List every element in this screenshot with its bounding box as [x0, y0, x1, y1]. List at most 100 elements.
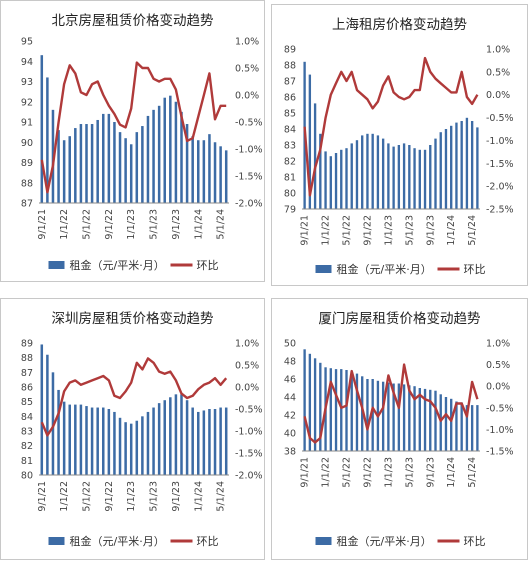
bar	[197, 140, 200, 203]
left-tick-label: 89	[21, 339, 33, 350]
bar	[102, 407, 105, 475]
right-tick-label: 1.0%	[486, 45, 510, 56]
left-tick-label: 83	[21, 427, 33, 438]
legend: 租金（元/平米·月） 环比	[315, 534, 486, 548]
right-tick-label: -1.5%	[235, 172, 263, 183]
left-tick-label: 82	[284, 157, 296, 168]
bar	[180, 111, 183, 203]
x-tick-label: 5/1/24	[467, 457, 478, 488]
bar	[74, 404, 77, 475]
right-tick-label: -1.5%	[486, 447, 514, 458]
x-tick-label: 9/1/22	[104, 209, 115, 240]
bar	[169, 397, 172, 475]
x-tick-label: 9/1/22	[104, 481, 115, 512]
bar	[319, 133, 322, 209]
bar	[169, 95, 172, 203]
left-tick-label: 79	[284, 205, 296, 216]
bar	[124, 422, 127, 475]
chart-panel-beijing: 北京房屋租赁价格变动趋势 95 94 93 92 91 90 89 88 87 1.0% 0.5% 0.…	[0, 0, 265, 282]
bar	[68, 404, 71, 475]
bar	[387, 143, 390, 209]
bar	[157, 403, 161, 475]
bar-series	[303, 61, 479, 209]
left-tick-label: 85	[284, 109, 296, 120]
bar-series	[303, 349, 479, 451]
legend: 租金（元/平米·月） 环比	[48, 258, 219, 272]
bar	[208, 409, 211, 475]
bar	[476, 405, 479, 451]
bar	[197, 411, 200, 475]
bar	[313, 358, 317, 451]
bar	[361, 135, 364, 209]
bar	[434, 390, 437, 451]
right-tick-label: -0.5%	[235, 118, 263, 129]
bar	[366, 379, 369, 451]
chart-title: 上海租房价格变动趋势	[332, 17, 467, 33]
right-tick-label: 1.0%	[235, 339, 259, 350]
x-tick-label: 1/1/22	[59, 209, 70, 240]
bar	[118, 417, 122, 475]
right-tick-label: -1.0%	[235, 427, 263, 438]
legend-label-bar: 租金（元/平米·月）	[70, 534, 165, 548]
left-tick-label: 95	[21, 37, 33, 48]
bar	[57, 389, 60, 475]
bar	[408, 145, 411, 209]
bar	[460, 402, 463, 451]
bar	[355, 140, 359, 209]
bar	[308, 74, 312, 209]
legend-label-bar: 租金（元/平米·月）	[337, 262, 432, 276]
bar	[107, 409, 111, 475]
left-tick-label: 80	[21, 471, 33, 482]
bar	[185, 124, 189, 203]
bar	[340, 369, 343, 451]
x-tick-label: 1/1/23	[126, 481, 137, 512]
x-tick-label: 1/1/22	[321, 215, 332, 246]
bar	[68, 136, 71, 203]
bar	[381, 138, 385, 209]
bar	[345, 148, 348, 209]
chart-shanghai: 上海租房价格变动趋势 89 88 87 86 85 84 83 82 81 80 79 1.0% 0.5%…	[284, 17, 514, 276]
bar	[460, 121, 463, 209]
bar-series	[40, 55, 228, 203]
chart-beijing: 北京房屋租赁价格变动趋势 95 94 93 92 91 90 89 88 87 1.0% 0.5% 0.…	[21, 13, 263, 272]
legend-swatch-bar	[48, 261, 65, 269]
bar	[57, 130, 60, 203]
bar	[413, 148, 416, 209]
left-tick-label: 89	[284, 45, 296, 56]
bar	[79, 404, 83, 475]
bar	[191, 407, 194, 475]
right-tick-label: -2.0%	[235, 471, 263, 482]
right-tick-label: 0.0%	[235, 383, 259, 394]
right-tick-label: -0.5%	[486, 113, 514, 124]
bar	[444, 397, 448, 451]
bar	[180, 394, 183, 475]
left-tick-label: 48	[284, 357, 296, 368]
bar	[46, 354, 49, 475]
x-tick-label: 1/1/24	[446, 215, 457, 246]
bar	[350, 371, 353, 451]
bar	[319, 362, 322, 451]
legend-label-line: 环比	[464, 535, 486, 548]
bar	[107, 113, 111, 203]
bar	[418, 149, 421, 209]
x-tick-label: 1/1/24	[193, 209, 204, 240]
line-series	[303, 56, 479, 197]
x-tick-label: 5/1/22	[82, 209, 93, 240]
right-tick-label: 0.0%	[486, 382, 510, 393]
left-tick-label: 38	[284, 447, 296, 458]
bar	[191, 136, 194, 203]
right-tick-label: 0.5%	[486, 67, 510, 78]
bar	[423, 388, 427, 451]
x-tick-label: 5/1/24	[216, 209, 227, 240]
x-tick-label: 1/1/23	[383, 215, 394, 246]
bar	[208, 134, 211, 203]
legend-label-bar: 租金（元/平米·月）	[337, 534, 432, 548]
bar	[146, 411, 150, 475]
right-tick-label: -2.5%	[486, 205, 514, 216]
bar	[413, 386, 416, 451]
bar	[129, 423, 133, 475]
bar	[397, 145, 401, 209]
bar	[455, 122, 458, 209]
chart-panel-shanghai: 上海租房价格变动趋势 89 88 87 86 85 84 83 82 81 80 79 1.0% 0.5%…	[271, 4, 528, 286]
bar	[152, 109, 155, 203]
